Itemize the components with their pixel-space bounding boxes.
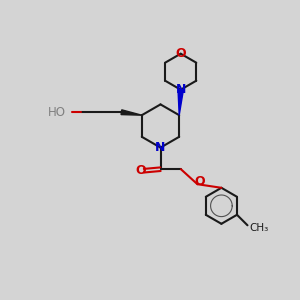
Text: N: N (155, 141, 166, 154)
Text: CH₃: CH₃ (249, 223, 268, 233)
Text: O: O (194, 175, 205, 188)
Text: O: O (176, 47, 186, 60)
Polygon shape (121, 110, 142, 115)
Text: N: N (176, 83, 186, 96)
Text: O: O (135, 164, 146, 177)
Polygon shape (178, 89, 183, 115)
Text: HO: HO (48, 106, 66, 119)
